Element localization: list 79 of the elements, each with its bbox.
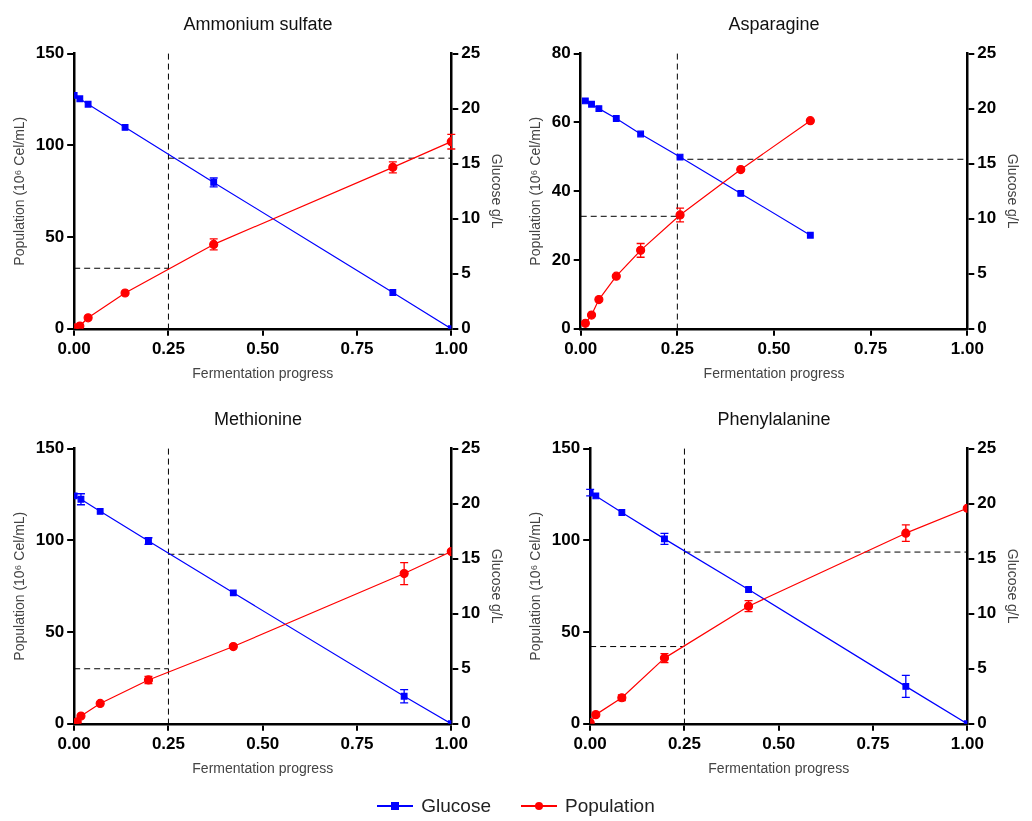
- y2-tick-label: 10: [977, 208, 997, 228]
- y-tick-label: 0: [561, 318, 571, 338]
- legend-label: Glucose: [421, 795, 491, 817]
- y2-tick-label: 5: [461, 658, 471, 678]
- y-tick-label: 0: [54, 318, 65, 338]
- y2-tick-label: 5: [461, 263, 471, 283]
- chart-title: Ammonium sulfate: [183, 13, 333, 34]
- y-tick-label: 150: [35, 438, 65, 458]
- y2-tick-label: 20: [977, 493, 997, 513]
- y-tick-label: 50: [45, 621, 65, 641]
- y-tick-label: 20: [551, 249, 571, 269]
- y2-axis-title: Glucose g/L: [488, 548, 505, 624]
- y-tick-label: 60: [551, 112, 571, 132]
- y2-tick-label: 15: [461, 548, 481, 568]
- x-tick-label: 0.50: [246, 733, 280, 753]
- y-tick-label: 50: [561, 621, 581, 641]
- x-tick-label: 0.75: [340, 733, 374, 753]
- x-tick-label: 0.75: [854, 338, 888, 358]
- y-tick-label: 50: [45, 226, 65, 246]
- y2-tick-label: 0: [461, 713, 471, 733]
- x-tick-label: 0.50: [757, 338, 791, 358]
- x-tick-label: 0.25: [151, 338, 185, 358]
- y2-tick-label: 0: [461, 318, 471, 338]
- y2-tick-label: 0: [977, 713, 987, 733]
- y2-tick-label: 5: [977, 658, 987, 678]
- chart-title: Asparagine: [728, 13, 820, 34]
- y-tick-label: 100: [35, 530, 65, 550]
- y2-tick-label: 15: [461, 153, 481, 173]
- chart-title: Phenylalanine: [717, 408, 831, 429]
- y2-tick-label: 15: [977, 548, 997, 568]
- y-tick-label: 40: [551, 180, 571, 200]
- y2-tick-label: 10: [461, 208, 481, 228]
- y-axis-title: Population (10⁶ Cel/mL): [11, 511, 28, 661]
- y2-axis-title: Glucose g/L: [1004, 548, 1021, 624]
- x-tick-label: 1.00: [434, 733, 468, 753]
- y2-tick-label: 25: [977, 438, 997, 458]
- y-axis-title: Population (10⁶ Cel/mL): [527, 511, 544, 661]
- y-tick-label: 0: [570, 713, 581, 733]
- x-tick-label: 0.00: [57, 733, 91, 753]
- chart-title: Methionine: [213, 408, 303, 429]
- y2-tick-label: 25: [461, 43, 481, 63]
- y2-tick-label: 20: [461, 98, 481, 118]
- x-tick-label: 0.25: [151, 733, 185, 753]
- x-tick-label: 0.75: [340, 338, 374, 358]
- x-axis-title: Fermentation progress: [703, 365, 845, 382]
- y-tick-label: 80: [551, 43, 571, 63]
- y2-tick-label: 25: [977, 43, 997, 63]
- y-axis-title: Population (10⁶ Cel/mL): [527, 116, 544, 266]
- x-tick-label: 0.00: [57, 338, 91, 358]
- x-tick-label: 0.75: [856, 733, 890, 753]
- y2-tick-label: 10: [461, 603, 481, 623]
- x-tick-label: 0.25: [660, 338, 694, 358]
- x-tick-label: 1.00: [950, 338, 984, 358]
- y2-tick-label: 15: [977, 153, 997, 173]
- y2-tick-label: 20: [977, 98, 997, 118]
- y2-tick-label: 20: [461, 493, 481, 513]
- y-tick-label: 150: [35, 43, 65, 63]
- y-tick-label: 100: [551, 530, 581, 550]
- x-tick-label: 0.00: [564, 338, 598, 358]
- x-axis-title: Fermentation progress: [192, 365, 334, 382]
- y2-tick-label: 25: [461, 438, 481, 458]
- legend-label: Population: [564, 795, 655, 817]
- y2-tick-label: 5: [977, 263, 987, 283]
- x-tick-label: 0.25: [667, 733, 701, 753]
- y-tick-label: 0: [54, 713, 65, 733]
- x-tick-label: 0.50: [246, 338, 280, 358]
- y2-axis-title: Glucose g/L: [488, 153, 505, 229]
- y2-axis-title: Glucose g/L: [1004, 153, 1021, 229]
- x-axis-title: Fermentation progress: [708, 760, 850, 777]
- y-tick-label: 100: [35, 135, 65, 155]
- y2-tick-label: 0: [977, 318, 987, 338]
- x-tick-label: 1.00: [434, 338, 468, 358]
- y-axis-title: Population (10⁶ Cel/mL): [11, 116, 28, 266]
- y-tick-label: 150: [551, 438, 581, 458]
- x-tick-label: 0.00: [573, 733, 607, 753]
- x-tick-label: 1.00: [950, 733, 984, 753]
- y2-tick-label: 10: [977, 603, 997, 623]
- x-axis-title: Fermentation progress: [192, 760, 334, 777]
- x-tick-label: 0.50: [762, 733, 796, 753]
